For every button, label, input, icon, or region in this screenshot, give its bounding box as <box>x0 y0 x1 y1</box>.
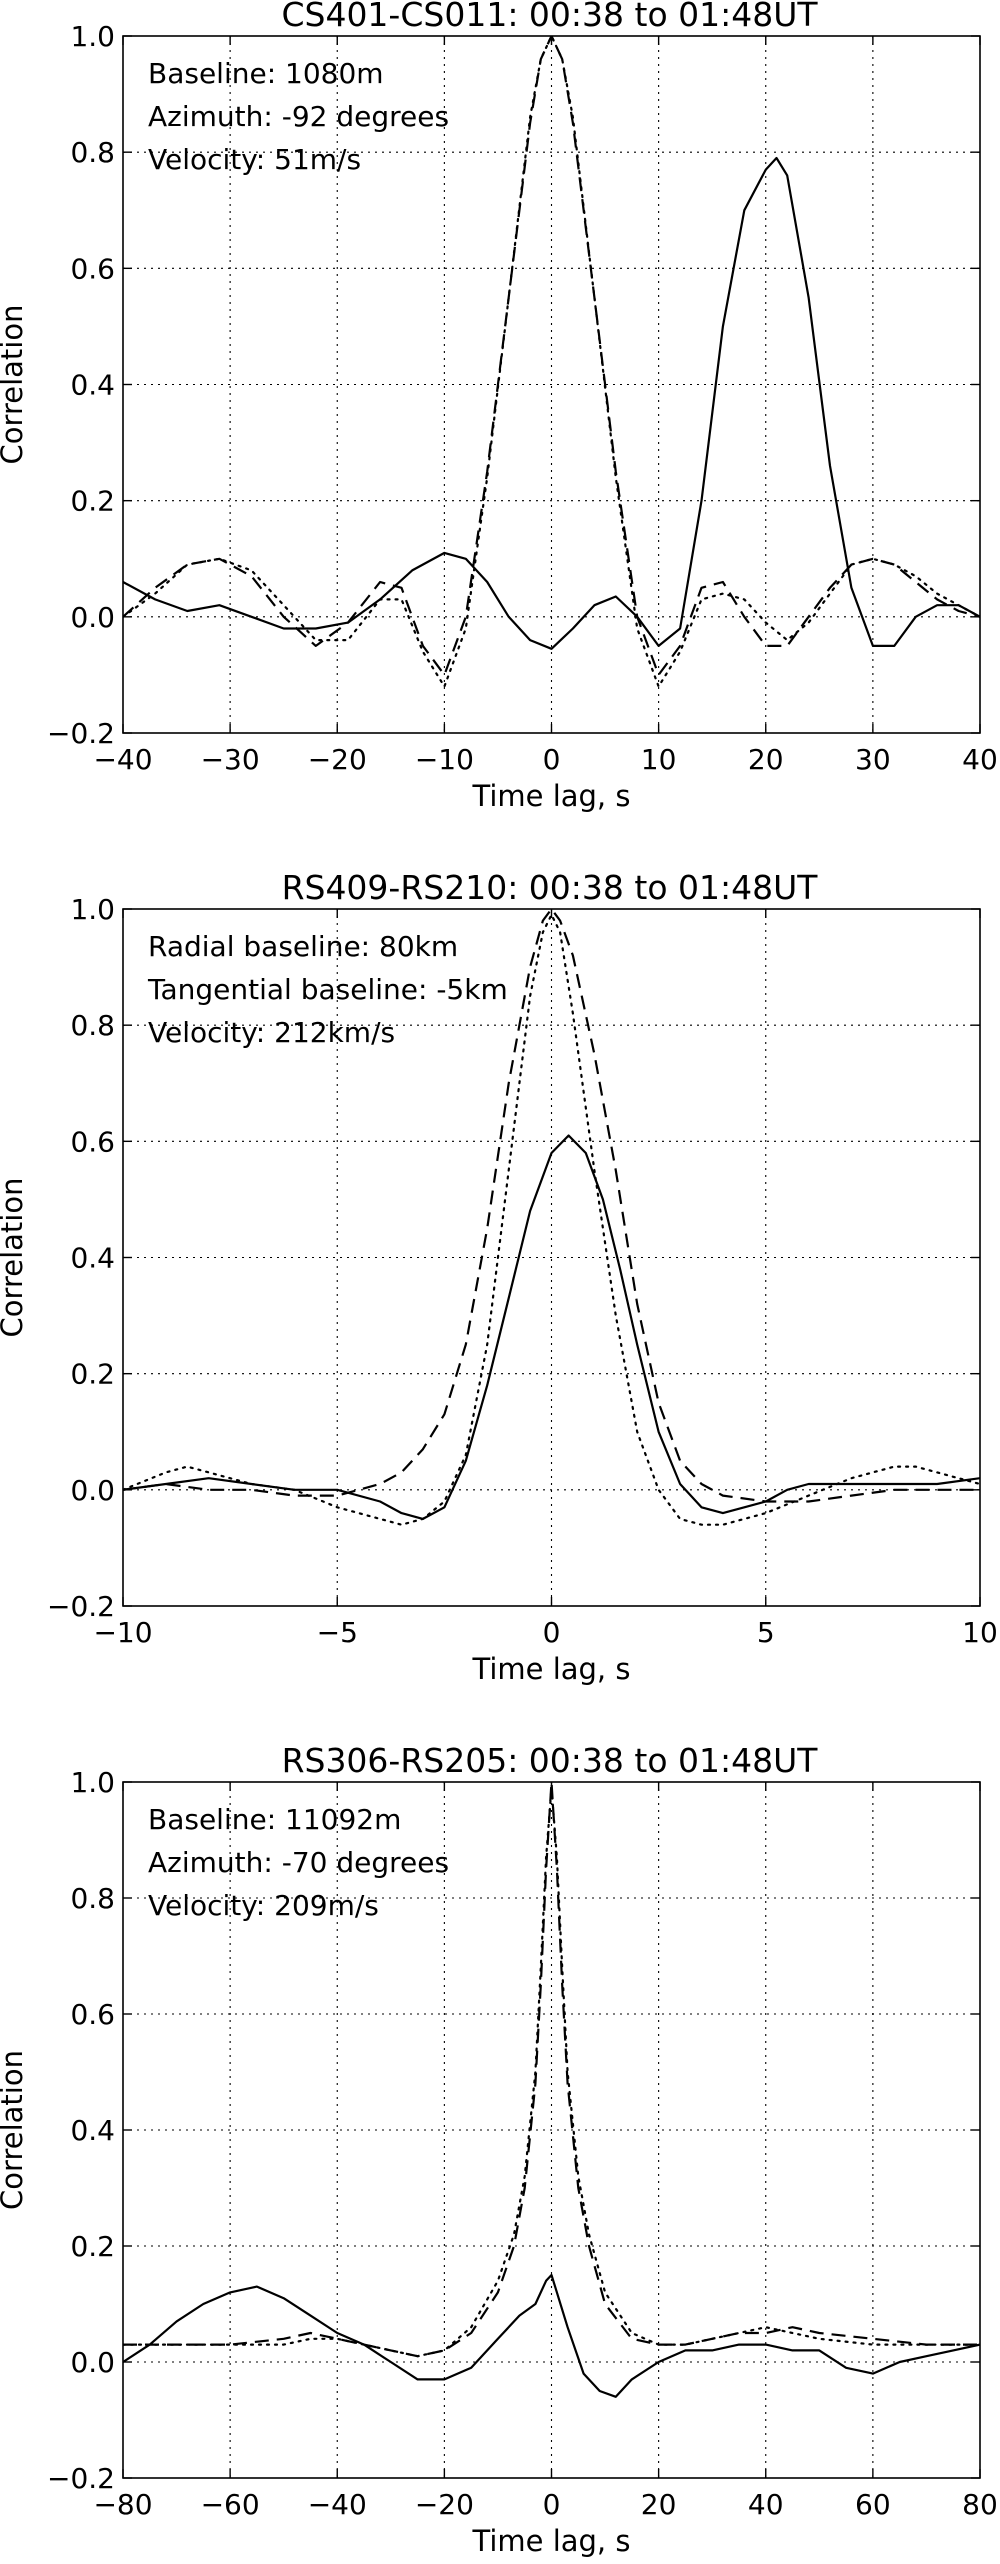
series-line-solid <box>123 156 980 650</box>
chart-panel-1: −40 −30 −20 −10 0 10 20 30 40 −0.2 0.0 0.2 0.4 0.6 0.8… <box>0 0 998 813</box>
x-tick-label: 0 <box>543 743 561 776</box>
y-tick-label: 0.4 <box>70 2114 115 2147</box>
annotation-text: Baseline: 1080m <box>148 57 384 90</box>
x-tick-label: 40 <box>962 743 998 776</box>
x-tick-label: −30 <box>201 743 260 776</box>
annotation-text: Baseline: 11092m <box>148 1803 401 1836</box>
y-tick-label: 0.8 <box>70 1009 115 1042</box>
x-tick-label: 10 <box>641 743 677 776</box>
series-line-solid <box>123 1134 980 1520</box>
y-tick-label: −0.2 <box>47 717 115 750</box>
x-tick-label: 0 <box>543 2488 561 2521</box>
y-tick-label: 0.2 <box>70 485 115 518</box>
x-tick-label: −20 <box>415 2488 474 2521</box>
chart-title: RS306-RS205: 00:38 to 01:48UT <box>282 1741 819 1780</box>
x-tick-label: −10 <box>93 1616 152 1649</box>
y-tick-label: 0.8 <box>70 136 115 169</box>
x-tick-label: 80 <box>962 2488 998 2521</box>
annotation-text: Velocity: 212km/s <box>148 1016 395 1049</box>
chart-title: RS409-RS210: 00:38 to 01:48UT <box>282 868 819 907</box>
x-tick-label: −40 <box>308 2488 367 2521</box>
y-tick-label: 0.0 <box>70 1474 115 1507</box>
x-tick-label: 20 <box>748 743 784 776</box>
y-tick-label: 1.0 <box>70 893 115 926</box>
y-axis-label: Correlation <box>0 305 29 465</box>
x-tick-label: 5 <box>757 1616 775 1649</box>
series-line-dashed <box>123 909 980 1503</box>
y-tick-label: −0.2 <box>47 2462 115 2495</box>
y-tick-label: 0.0 <box>70 2346 115 2379</box>
y-tick-label: 0.4 <box>70 369 115 402</box>
chart-title: CS401-CS011: 00:38 to 01:48UT <box>281 0 818 34</box>
y-tick-label: 0.2 <box>70 1358 115 1391</box>
chart-panel-2: −10 −5 0 5 10 −0.2 0.0 0.2 0.4 0.6 0.8 1.0 RS409-RS2… <box>0 868 998 1686</box>
series-line-dashed <box>123 1782 980 2358</box>
annotation-text: Velocity: 209m/s <box>148 1889 379 1922</box>
series-line-dotted <box>123 913 980 1526</box>
annotation-text: Radial baseline: 80km <box>148 930 458 963</box>
annotation-text: Azimuth: -92 degrees <box>148 100 449 133</box>
plot-frame <box>122 35 981 734</box>
x-tick-label: −5 <box>317 1616 358 1649</box>
annotation-text: Velocity: 51m/s <box>148 143 361 176</box>
y-tick-label: 0.4 <box>70 1242 115 1275</box>
x-tick-label: 30 <box>855 743 891 776</box>
y-tick-label: 1.0 <box>70 20 115 53</box>
annotation-text: Tangential baseline: -5km <box>147 973 508 1006</box>
x-tick-label: −20 <box>308 743 367 776</box>
y-axis-label: Correlation <box>0 1178 29 1338</box>
x-tick-label: 40 <box>748 2488 784 2521</box>
plot-frame <box>122 908 981 1607</box>
y-tick-label: 0.6 <box>70 1998 115 2031</box>
y-tick-label: 0.2 <box>70 2230 115 2263</box>
series-line-solid <box>123 2273 980 2398</box>
y-tick-label: −0.2 <box>47 1590 115 1623</box>
y-tick-label: 0.6 <box>70 1125 115 1158</box>
annotation-text: Azimuth: -70 degrees <box>148 1846 449 1879</box>
y-tick-label: 1.0 <box>70 1766 115 1799</box>
plot-frame <box>122 1781 981 2479</box>
chart-panel-3: −80 −60 −40 −20 0 20 40 60 80 −0.2 0.0 0.2 0.4 0.6 0.8… <box>0 1741 998 2558</box>
y-tick-label: 0.6 <box>70 252 115 285</box>
x-axis-label: Time lag, s <box>472 2524 631 2558</box>
y-axis-label: Correlation <box>0 2050 29 2210</box>
x-tick-label: 20 <box>641 2488 677 2521</box>
x-axis-label: Time lag, s <box>472 779 631 813</box>
x-tick-label: 60 <box>855 2488 891 2521</box>
y-tick-label: 0.0 <box>70 601 115 634</box>
x-tick-label: −60 <box>201 2488 260 2521</box>
x-axis-label: Time lag, s <box>472 1652 631 1686</box>
y-tick-label: 0.8 <box>70 1882 115 1915</box>
x-tick-label: −80 <box>93 2488 152 2521</box>
series-line-dotted <box>123 36 980 688</box>
x-tick-label: −40 <box>93 743 152 776</box>
x-tick-label: 10 <box>962 1616 998 1649</box>
x-tick-label: −10 <box>415 743 474 776</box>
x-tick-label: 0 <box>543 1616 561 1649</box>
